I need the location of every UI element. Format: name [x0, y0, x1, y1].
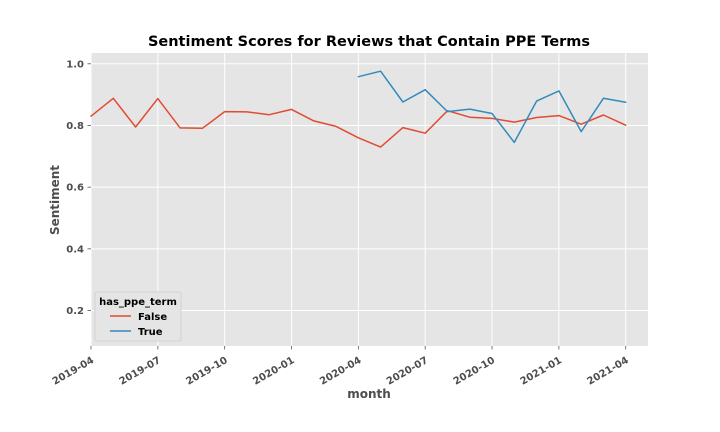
y-axis: 0.2 0.4 0.6 0.8 1.0	[66, 59, 91, 317]
x-tick-label: 2020-10	[452, 355, 497, 387]
x-tick-label: 2020-01	[251, 355, 296, 387]
x-tick-label: 2019-10	[184, 355, 229, 387]
x-tick-label: 2020-07	[385, 355, 430, 387]
y-tick-label: 0.4	[66, 244, 84, 255]
series-layer	[90, 70, 627, 148]
series-line-true	[357, 70, 627, 144]
series-line-false	[90, 97, 627, 148]
plot-background	[91, 53, 648, 346]
y-tick-label: 0.6	[66, 183, 84, 194]
legend-box	[94, 291, 182, 342]
x-tick-label: 2019-04	[51, 355, 96, 387]
x-tick-label: 2019-07	[118, 355, 163, 387]
x-axis-label: month	[347, 387, 391, 401]
x-tick-label: 2021-01	[519, 355, 564, 387]
legend-label-false: False	[138, 312, 167, 323]
legend-title: has_ppe_term	[99, 297, 177, 308]
x-axis: 2019-04 2019-07 2019-10 2020-01 2020-04 2020-…	[51, 346, 631, 388]
x-tick-label: 2021-04	[585, 355, 630, 387]
legend-label-true: True	[138, 327, 163, 338]
y-tick-label: 0.8	[66, 121, 84, 132]
legend: has_ppe_term False True	[94, 291, 182, 342]
y-tick-label: 0.2	[66, 306, 84, 317]
y-axis-label: Sentiment	[48, 165, 62, 235]
x-tick-label: 2020-04	[318, 355, 363, 387]
chart-title: Sentiment Scores for Reviews that Contai…	[148, 34, 590, 50]
y-tick-label: 1.0	[66, 59, 84, 70]
